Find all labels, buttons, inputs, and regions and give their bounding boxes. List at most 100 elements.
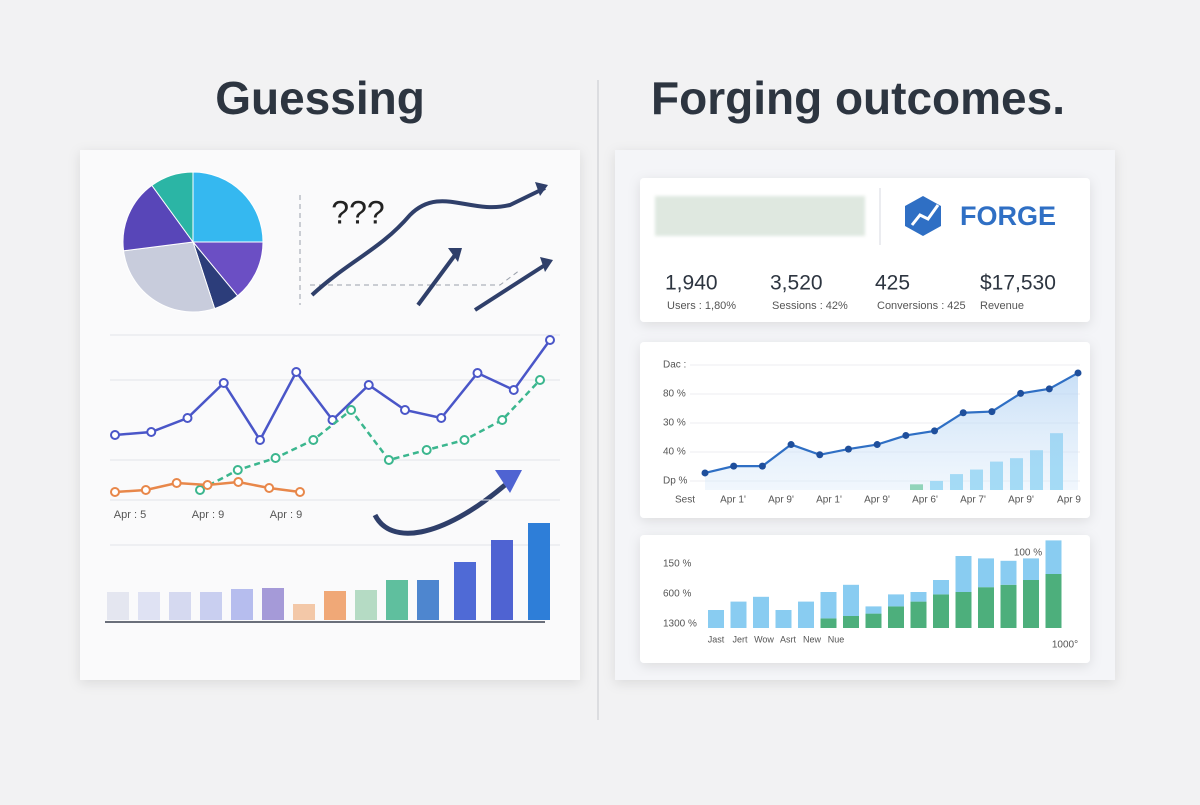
stacked-bar	[1023, 580, 1039, 628]
line-point	[146, 427, 157, 437]
bar	[293, 604, 315, 620]
stacked-bar	[978, 587, 994, 628]
stacked-bar	[865, 613, 882, 628]
line-point	[497, 415, 508, 425]
left-title: Guessing	[215, 72, 425, 124]
line-point	[535, 375, 545, 385]
bar-panel	[640, 535, 1090, 663]
line-point	[1074, 369, 1082, 377]
stacked-bar	[865, 606, 882, 614]
kpi-label: Conversions : 425	[877, 300, 966, 312]
bar	[355, 590, 377, 620]
y-label: 80 %	[663, 389, 686, 400]
bar	[169, 592, 191, 620]
stacked-bar	[955, 592, 972, 628]
stacked-bar	[820, 618, 837, 628]
y-label: 40 %	[663, 447, 686, 458]
line-point	[400, 405, 410, 415]
stacked-bar	[910, 601, 927, 628]
x-label: Apr 9'	[1008, 495, 1034, 506]
line-point	[171, 478, 182, 488]
stacked-bar	[708, 610, 724, 628]
pie-slice	[191, 241, 264, 297]
line-point	[873, 441, 881, 449]
line-point	[701, 469, 709, 477]
line-point	[202, 480, 213, 490]
stacked-bar	[910, 592, 927, 602]
x-label: New	[803, 634, 822, 644]
stacked-bar	[843, 616, 859, 628]
dashed-path	[310, 269, 521, 286]
stacked-bar	[775, 610, 792, 628]
line-point	[959, 409, 967, 417]
line-series	[704, 371, 1079, 475]
kpi-value: 425	[875, 272, 910, 295]
line-point	[472, 368, 483, 378]
kpi-value: $17,530	[980, 272, 1056, 295]
line-point	[182, 413, 193, 423]
line-point	[1017, 389, 1025, 397]
line-point	[233, 477, 244, 487]
x-label: Asrt	[780, 634, 797, 644]
curved-arrow	[372, 483, 507, 536]
line-point	[730, 462, 738, 470]
x-label: Sest	[675, 495, 695, 506]
stacked-bar	[888, 606, 904, 628]
line-point	[816, 451, 824, 459]
question-marks: ???	[331, 194, 384, 230]
line-point	[140, 485, 151, 495]
area	[705, 372, 1078, 490]
x-label: Apr : 9	[270, 509, 302, 521]
kpi-value: 3,520	[770, 272, 823, 295]
bar	[454, 562, 476, 620]
line-point	[383, 455, 394, 465]
line-point	[264, 483, 275, 493]
y-label: Dac :	[663, 360, 686, 371]
x-label: Apr : 5	[114, 509, 146, 521]
x-label: Apr 9	[1057, 495, 1081, 506]
stacked-bar	[1000, 584, 1017, 628]
line-point	[308, 435, 319, 445]
line-point	[363, 380, 374, 390]
logo-mark	[910, 204, 940, 226]
stacked-bar	[1045, 540, 1062, 574]
kpi-label: Sessions : 42%	[772, 300, 848, 312]
pie-slice	[151, 171, 194, 244]
y-label: 30 %	[663, 418, 686, 429]
stacked-bar	[820, 592, 837, 619]
line-point	[218, 378, 229, 388]
line-point	[459, 435, 470, 445]
line-point	[346, 405, 357, 415]
y-label: Dp %	[663, 476, 688, 487]
stacked-bar	[1000, 560, 1017, 585]
bar	[324, 591, 346, 620]
line-point	[931, 427, 939, 435]
arrow	[310, 186, 546, 297]
bar	[417, 580, 439, 620]
x-label: Apr 1'	[720, 495, 746, 506]
y-label: 600 %	[663, 589, 691, 600]
x-label: Wow	[754, 634, 774, 644]
line-point	[110, 487, 120, 497]
x-label: Apr 6'	[912, 495, 938, 506]
bar	[528, 523, 550, 620]
line-point	[110, 430, 120, 440]
pie-slice	[192, 171, 264, 243]
bar	[231, 589, 253, 620]
bar	[491, 540, 513, 620]
logo: FORGE	[960, 201, 1056, 231]
y-label: 150 %	[663, 559, 691, 570]
x-label: Nue	[828, 634, 845, 644]
x-label: Apr : 9	[192, 509, 224, 521]
arrow-head	[535, 182, 548, 196]
arrow-head	[495, 470, 522, 493]
bar	[138, 592, 160, 620]
arrow	[473, 263, 547, 312]
x-label: Apr 9'	[768, 495, 794, 506]
pie-slice	[122, 184, 194, 252]
stacked-bar	[753, 596, 769, 628]
corner-label: 1000°	[1052, 640, 1078, 651]
line-point	[255, 435, 265, 445]
stacked-bar	[978, 558, 994, 588]
